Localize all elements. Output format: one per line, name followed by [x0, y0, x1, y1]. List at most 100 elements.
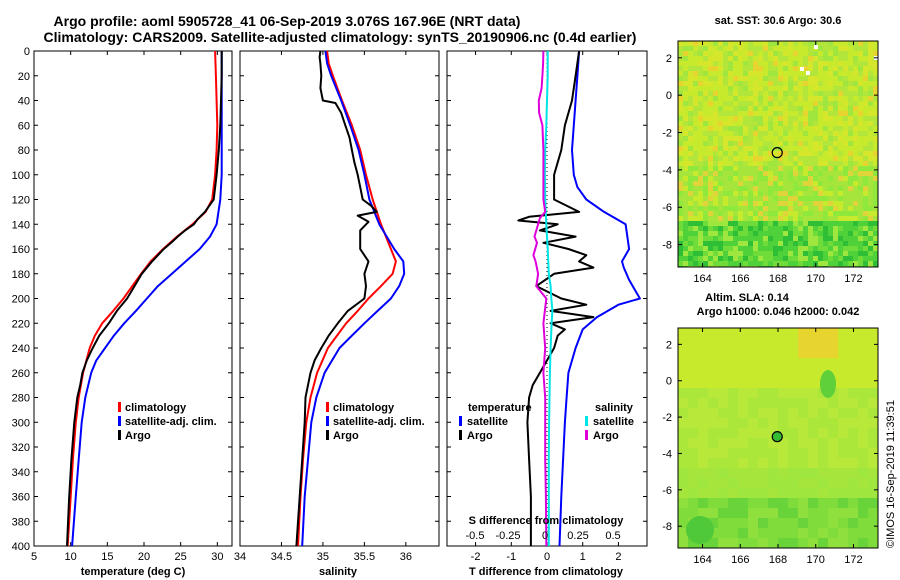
- sla-cell: [778, 438, 788, 448]
- difference-panel: -2 -1 0 1 2 T difference from climatology S …: [446, 50, 648, 578]
- latitude-tick-label: -8: [662, 240, 672, 252]
- sla-cell: [688, 428, 698, 438]
- sst-cell: [678, 146, 683, 151]
- sst-cell: [758, 86, 763, 91]
- sst-cell: [688, 91, 693, 96]
- sst-cell: [708, 251, 713, 256]
- sst-cell: [838, 226, 843, 231]
- sst-cell: [863, 201, 868, 206]
- sst-cell: [873, 121, 878, 126]
- sst-cell: [743, 106, 748, 111]
- sst-cell: [753, 61, 758, 66]
- sst-cell: [713, 66, 718, 71]
- sst-cell: [738, 156, 743, 161]
- sst-cell: [853, 51, 858, 56]
- sst-cell: [718, 146, 723, 151]
- sst-cell: [803, 236, 808, 241]
- sst-cell: [843, 161, 848, 166]
- sla-cell: [778, 508, 788, 518]
- sst-cell: [793, 196, 798, 201]
- salinity-axis-label: salinity: [319, 566, 358, 578]
- sst-cell: [738, 111, 743, 116]
- sst-cell: [873, 206, 878, 211]
- sla-cell: [778, 518, 788, 528]
- sst-cell: [778, 106, 783, 111]
- sst-cell: [718, 86, 723, 91]
- sst-cell: [788, 236, 793, 241]
- sst-cell: [698, 146, 703, 151]
- sst-cell: [863, 76, 868, 81]
- sst-cell: [868, 81, 873, 86]
- sla-cell: [808, 428, 818, 438]
- sst-cell: [723, 61, 728, 66]
- sst-cell: [723, 51, 728, 56]
- sst-cell: [778, 86, 783, 91]
- sst-cell: [858, 236, 863, 241]
- sst-cell: [728, 46, 733, 51]
- sst-cell: [733, 156, 738, 161]
- sst-cell: [808, 146, 813, 151]
- sst-cell: [793, 181, 798, 186]
- series-line-salinity-argo: [532, 50, 548, 547]
- sst-cell: [838, 181, 843, 186]
- sst-cell: [688, 131, 693, 136]
- sst-cell: [698, 101, 703, 106]
- sst-cell: [683, 231, 688, 236]
- sst-cell: [788, 211, 793, 216]
- sst-cell: [728, 236, 733, 241]
- sst-cell: [693, 166, 698, 171]
- sst-cell: [868, 166, 873, 171]
- sst-cell: [698, 186, 703, 191]
- sst-cell: [843, 66, 848, 71]
- sla-cell: [768, 528, 778, 538]
- sst-cell: [748, 96, 753, 101]
- sla-cell: [718, 368, 728, 378]
- sla-cell: [798, 328, 808, 338]
- sla-cell: [838, 338, 848, 348]
- sst-cell: [693, 211, 698, 216]
- sst-cell: [718, 136, 723, 141]
- sst-cell: [748, 91, 753, 96]
- sla-cell: [708, 378, 718, 388]
- sla-cell: [718, 448, 728, 458]
- sst-cell: [748, 146, 753, 151]
- sst-cell: [738, 231, 743, 236]
- sst-cell: [828, 101, 833, 106]
- sst-cell: [758, 56, 763, 61]
- sst-cell: [768, 171, 773, 176]
- sst-cell: [773, 206, 778, 211]
- sst-cell: [678, 191, 683, 196]
- sst-cell: [728, 121, 733, 126]
- sla-cell: [818, 438, 828, 448]
- sst-cell: [818, 121, 823, 126]
- sst-cell: [698, 181, 703, 186]
- sst-cell: [828, 131, 833, 136]
- sst-cell: [773, 211, 778, 216]
- sst-cell: [778, 251, 783, 256]
- sst-cell: [688, 86, 693, 91]
- sst-cell: [803, 246, 808, 251]
- sst-cell: [703, 126, 708, 131]
- sst-cell: [808, 216, 813, 221]
- sst-cell: [728, 206, 733, 211]
- sst-cell: [798, 186, 803, 191]
- sst-cell: [793, 51, 798, 56]
- sst-cell: [853, 186, 858, 191]
- sst-cell: [768, 76, 773, 81]
- sla-cell: [778, 458, 788, 468]
- sst-cell: [753, 141, 758, 146]
- sst-cell: [753, 71, 758, 76]
- sst-cell: [773, 156, 778, 161]
- sla-cell: [798, 408, 808, 418]
- sst-cell: [873, 171, 878, 176]
- sla-cell: [858, 338, 868, 348]
- sst-cell: [828, 146, 833, 151]
- sla-cell: [748, 408, 758, 418]
- sst-cell: [853, 96, 858, 101]
- sst-cell: [768, 156, 773, 161]
- sst-cell: [753, 46, 758, 51]
- sst-cell: [743, 186, 748, 191]
- sst-cell: [873, 226, 878, 231]
- sst-cell: [843, 261, 848, 266]
- sst-cell: [858, 201, 863, 206]
